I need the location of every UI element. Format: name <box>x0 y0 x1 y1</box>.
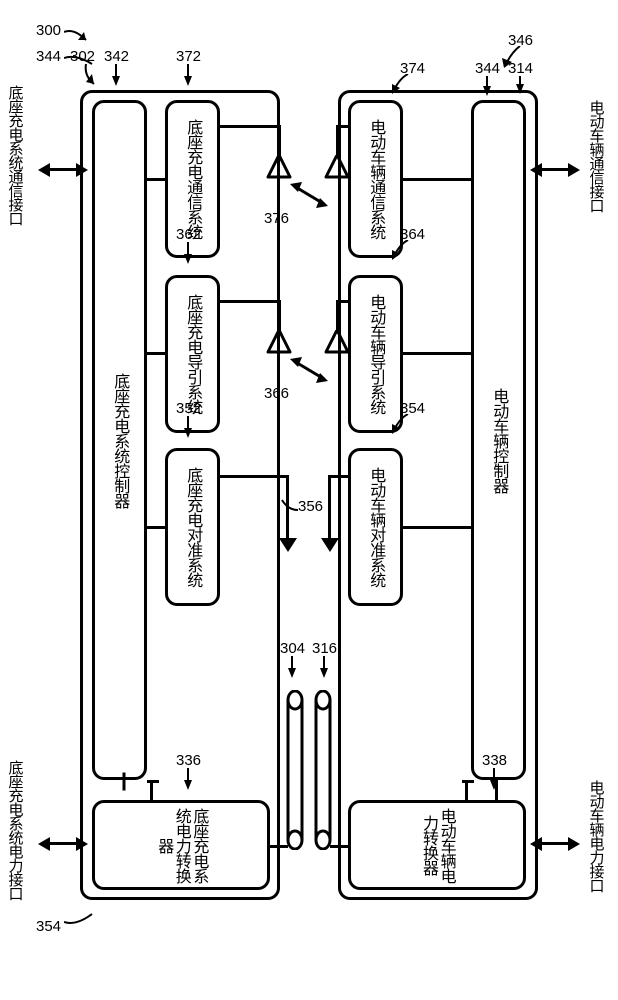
ref-302: 302 <box>70 48 95 65</box>
ref-364: 364 <box>400 226 425 243</box>
ref-300: 300 <box>36 22 61 39</box>
ev-align-block: 电动车辆对准系统 <box>348 448 403 606</box>
antenna-icon <box>266 155 292 181</box>
ref-346: 346 <box>508 32 533 49</box>
diagram-page: 底座充电系统控制器 底座充电通信系统 底座充电导引系统 底座充电对准系统 底座充… <box>0 0 618 1000</box>
ref-356: 356 <box>298 498 323 515</box>
line <box>220 125 280 128</box>
line <box>150 780 153 800</box>
line <box>278 300 281 333</box>
line <box>278 125 281 158</box>
line <box>403 526 471 529</box>
antenna-icon <box>324 155 350 181</box>
line <box>147 178 165 181</box>
base-controller-label: 底座充电系统控制器 <box>111 373 129 508</box>
ev-guide-block: 电动车辆导引系统 <box>348 275 403 433</box>
line <box>336 300 339 333</box>
antenna-icon <box>324 330 350 356</box>
double-arrow-icon <box>46 168 80 171</box>
arrowhead-icon <box>279 538 297 552</box>
ev-power-block: 电动车辆电力转换器 <box>348 800 526 890</box>
double-arrow-icon <box>538 168 572 171</box>
line <box>220 475 288 478</box>
coil-icon <box>286 690 304 850</box>
line <box>338 300 348 303</box>
ref-314: 314 <box>508 60 533 77</box>
line <box>403 178 471 181</box>
base-guide-label: 底座充电导引系统 <box>184 294 202 414</box>
ref-316: 316 <box>312 640 337 657</box>
line <box>147 352 165 355</box>
ref-366: 366 <box>264 385 289 402</box>
antenna-icon <box>266 330 292 356</box>
line <box>465 780 468 800</box>
ref-362: 362 <box>176 226 201 243</box>
base-align-label: 底座充电对准系统 <box>184 467 202 587</box>
double-arrow-icon <box>46 842 80 845</box>
ref-372: 372 <box>176 48 201 65</box>
line <box>330 845 348 848</box>
line <box>147 526 165 529</box>
line <box>220 300 280 303</box>
ref-344-r: 344 <box>475 60 500 77</box>
base-align-block: 底座充电对准系统 <box>165 448 220 606</box>
ev-align-label: 电动车辆对准系统 <box>367 467 385 587</box>
base-comm-label: 底座充电通信系统 <box>184 119 202 239</box>
line <box>328 475 331 540</box>
ev-controller-label: 电动车辆控制器 <box>490 388 508 493</box>
ev-comm-label: 电动车辆通信系统 <box>367 119 385 239</box>
ref-342: 342 <box>104 48 129 65</box>
base-power-label: 底座充电系统电力转换器 <box>155 803 208 887</box>
line <box>123 773 126 791</box>
ref-344: 344 <box>36 48 61 65</box>
line <box>462 780 474 783</box>
ref-374: 374 <box>400 60 425 77</box>
ref-336: 336 <box>176 752 201 769</box>
ext-label: 底座充电系统通信接口 <box>6 85 23 229</box>
ref-352: 352 <box>176 400 201 417</box>
line <box>403 352 471 355</box>
ref-304: 304 <box>280 640 305 657</box>
line <box>147 780 159 783</box>
ref-338: 338 <box>482 752 507 769</box>
line <box>330 475 348 478</box>
wireless-link-icon <box>290 355 328 385</box>
ext-label: 电动车辆通信接口 <box>587 100 604 216</box>
coil-icon <box>314 690 332 850</box>
wireless-link-icon <box>290 180 328 210</box>
line <box>336 125 339 158</box>
ev-comm-block: 电动车辆通信系统 <box>348 100 403 258</box>
line <box>338 125 348 128</box>
ref-354-bl: 354 <box>36 918 61 935</box>
ev-guide-label: 电动车辆导引系统 <box>367 294 385 414</box>
ext-label: 底座充电系统电力接口 <box>6 760 23 904</box>
base-power-block: 底座充电系统电力转换器 <box>92 800 270 890</box>
ev-controller-block: 电动车辆控制器 <box>471 100 526 780</box>
base-controller-block: 底座充电系统控制器 <box>92 100 147 780</box>
ev-power-label: 电动车辆电力转换器 <box>419 803 454 887</box>
ref-376: 376 <box>264 210 289 227</box>
ref-354-r: 354 <box>400 400 425 417</box>
double-arrow-icon <box>538 842 572 845</box>
ext-label: 电动车辆电力接口 <box>587 780 604 896</box>
arrowhead-icon <box>321 538 339 552</box>
